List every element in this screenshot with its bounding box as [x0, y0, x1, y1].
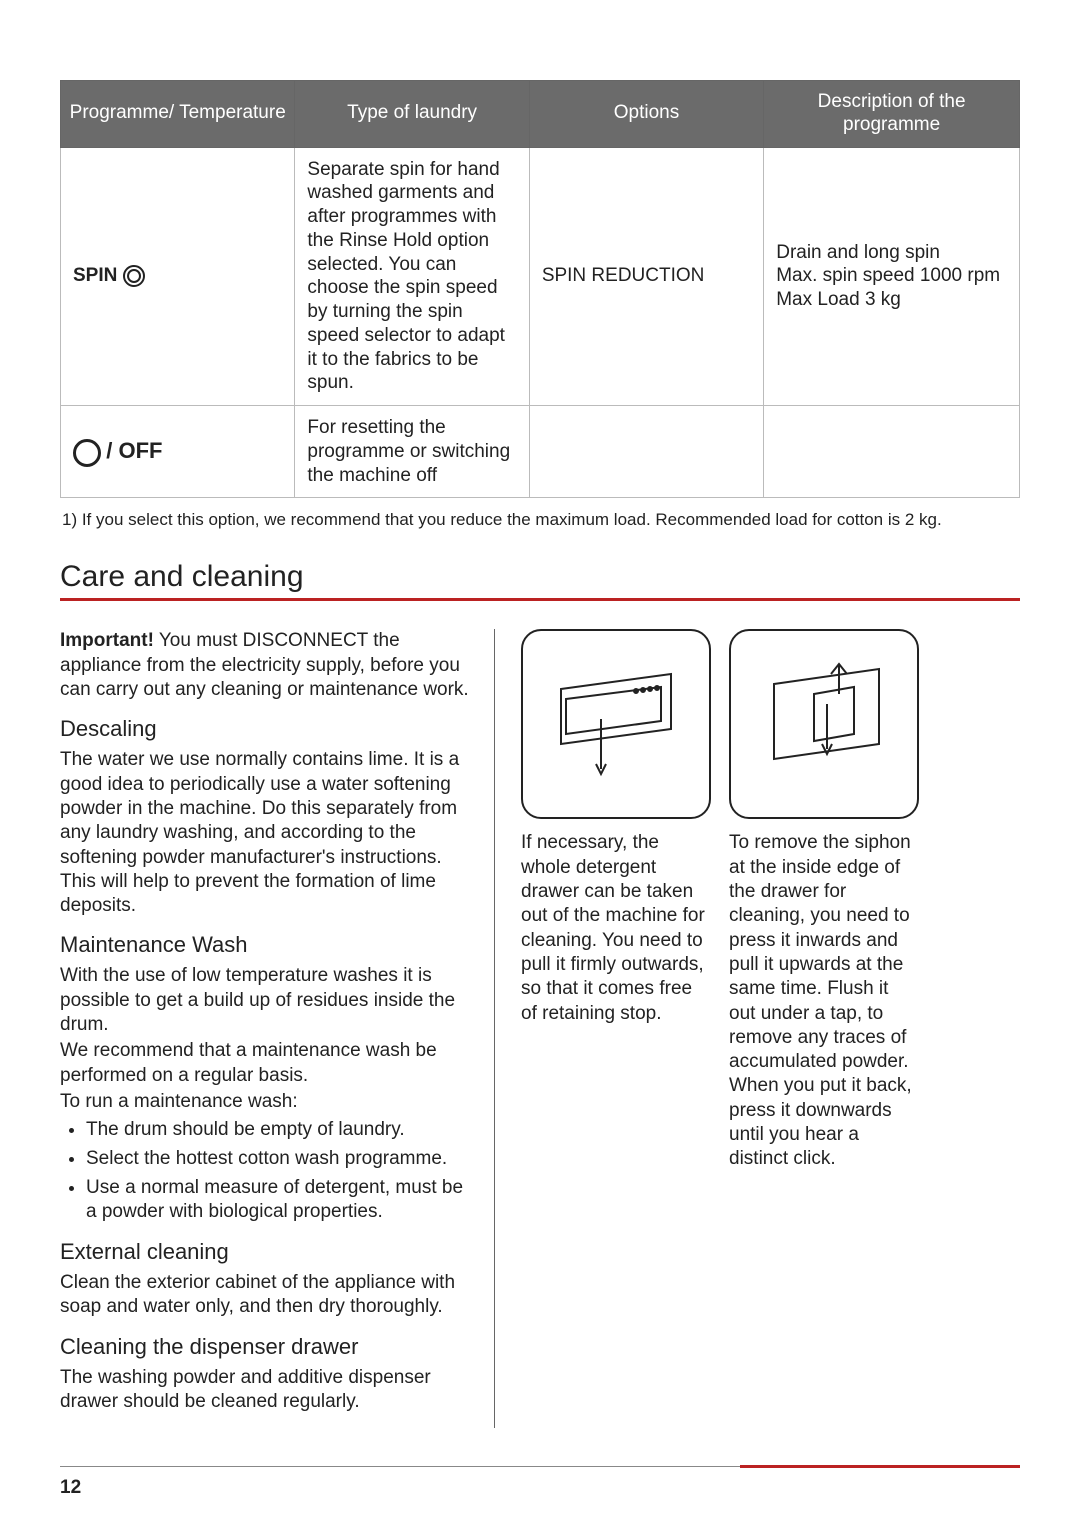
cell-options: SPIN REDUCTION: [529, 147, 763, 406]
page-number: 12: [60, 1477, 81, 1499]
list-item: The drum should be empty of laundry.: [86, 1118, 472, 1143]
external-body: Clean the exterior cabinet of the applia…: [60, 1271, 472, 1320]
programme-off: / OFF: [73, 442, 163, 463]
descaling-heading: Descaling: [60, 716, 472, 742]
th-options: Options: [529, 81, 763, 148]
drawer-pull-text: If necessary, the whole detergent drawer…: [521, 831, 711, 1171]
cell-laundry: For resetting the programme or switching…: [295, 406, 529, 498]
cell-description: [764, 406, 1020, 498]
important-label: Important!: [60, 630, 154, 651]
siphon-remove-text: To remove the siphon at the inside edge …: [729, 831, 919, 1171]
programme-table: Programme/ Temperature Type of laundry O…: [60, 80, 1020, 498]
section-rule: [60, 598, 1020, 601]
cell-options: [529, 406, 763, 498]
table-row: / OFF For resetting the programme or swi…: [61, 406, 1020, 498]
section-title: Care and cleaning: [60, 560, 1020, 594]
maintenance-body2: We recommend that a maintenance wash be …: [60, 1039, 472, 1088]
spin-icon: [123, 265, 145, 287]
maintenance-body1: With the use of low temperature washes i…: [60, 964, 472, 1037]
table-footnote: 1) If you select this option, we recomme…: [62, 510, 1018, 530]
footer-rule: [60, 1466, 1020, 1467]
left-column: Important! You must DISCONNECT the appli…: [60, 629, 495, 1428]
important-para: Important! You must DISCONNECT the appli…: [60, 629, 472, 702]
cell-description: Drain and long spin Max. spin speed 1000…: [764, 147, 1020, 406]
maintenance-heading: Maintenance Wash: [60, 932, 472, 958]
list-item: Use a normal measure of detergent, must …: [86, 1176, 472, 1225]
descaling-body: The water we use normally contains lime.…: [60, 748, 472, 918]
dispenser-body: The washing powder and additive dispense…: [60, 1366, 472, 1415]
off-icon: [73, 439, 101, 467]
table-row: SPIN Separate spin for hand washed garme…: [61, 147, 1020, 406]
siphon-remove-illustration: [729, 629, 919, 819]
th-laundry: Type of laundry: [295, 81, 529, 148]
maintenance-body3: To run a maintenance wash:: [60, 1090, 472, 1114]
th-description: Description of the programme: [764, 81, 1020, 148]
list-item: Select the hottest cotton wash programme…: [86, 1147, 472, 1172]
dispenser-heading: Cleaning the dispenser drawer: [60, 1334, 472, 1360]
external-heading: External cleaning: [60, 1239, 472, 1265]
maintenance-bullets: The drum should be empty of laundry. Sel…: [86, 1118, 472, 1225]
cell-laundry: Separate spin for hand washed garments a…: [295, 147, 529, 406]
right-column: If necessary, the whole detergent drawer…: [521, 629, 1020, 1428]
programme-spin: SPIN: [73, 264, 145, 288]
drawer-pull-illustration: [521, 629, 711, 819]
th-programme: Programme/ Temperature: [61, 81, 295, 148]
